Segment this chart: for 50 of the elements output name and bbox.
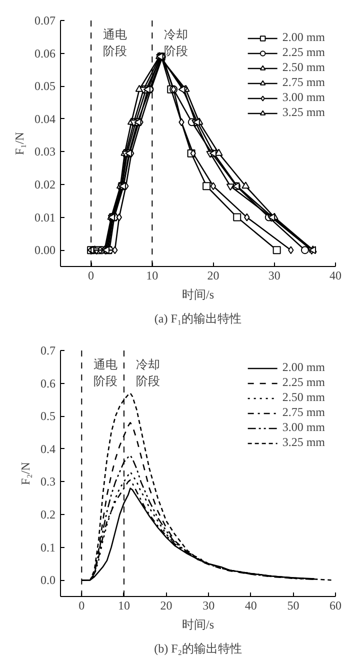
y-tick-label: 0.06 [34,46,56,60]
y-tick-label: 0.07 [34,14,56,28]
ref-line-label: 通电阶段 [94,357,118,388]
x-tick-label: 0 [78,598,85,612]
x-axis-title: 时间/s [182,288,214,302]
text: (b) F₂的输出特性 [154,642,242,656]
legend-label: 3.00 mm [282,420,325,435]
ref-line-label: 冷却阶段 [136,357,160,388]
text: (a) F₁的输出特性 [154,312,242,326]
y-tick-label: 0.1 [40,540,56,554]
y-tick-label: 0.3 [40,474,56,489]
y-tick-label: 0.2 [40,508,56,522]
legend-label: 2.50 mm [282,390,325,405]
x-tick-label: 40 [330,268,342,282]
legend-label: 2.75 mm [282,75,325,90]
y-tick-label: 0.6 [40,376,56,390]
y-tick-label: 0.7 [40,344,56,358]
x-tick-label: 60 [330,598,342,612]
y-tick-label: 0.0 [40,573,56,588]
y-tick-label: 0.5 [40,409,56,424]
y-tick-label: 0.04 [34,112,56,126]
y-axis-title: F₁/N [12,132,26,155]
legend-label: 2.75 mm [282,405,325,420]
x-tick-label: 20 [207,268,220,282]
y-tick-label: 0.01 [34,210,56,224]
legend-label: 2.25 mm [282,45,325,60]
ref-line-label: 通电阶段 [103,27,128,58]
y-axis-title: F₂/N [18,462,32,485]
x-tick-label: 40 [244,598,257,612]
y-tick-label: 0.00 [34,243,56,258]
y-tick-label: 0.02 [34,178,56,192]
legend-label: 2.50 mm [282,60,325,75]
x-axis-title: 时间/s [182,618,214,632]
y-tick-label: 0.05 [34,79,56,94]
y-tick-label: 0.03 [34,144,56,159]
x-tick-label: 10 [146,268,158,282]
legend-label: 2.00 mm [282,30,325,45]
legend-label: 3.25 mm [282,105,325,120]
x-tick-label: 30 [202,598,215,612]
ref-line-label: 冷却阶段 [164,27,188,58]
x-tick-label: 50 [287,598,300,612]
x-tick-label: 20 [160,598,172,612]
x-tick-label: 10 [118,598,130,612]
legend-label: 3.25 mm [282,435,325,450]
x-tick-label: 30 [268,268,280,282]
legend-label: 2.00 mm [282,360,325,375]
y-tick-label: 0.4 [40,442,56,456]
legend-label: 2.25 mm [282,375,325,390]
legend-label: 3.00 mm [282,90,325,105]
x-tick-label: 0 [88,268,94,282]
